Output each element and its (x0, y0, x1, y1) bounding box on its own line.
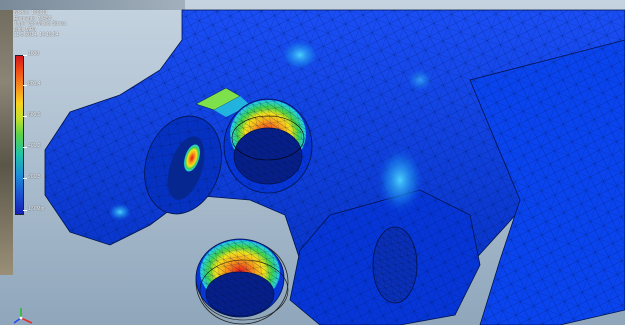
legend-label-2: 600,9 (28, 112, 41, 118)
result-unit: Unit: MPa (14, 26, 36, 33)
background-photo-strip (0, 0, 13, 275)
legend-max-label: 1000 (28, 51, 40, 57)
top-toolbar-strip (0, 0, 185, 10)
result-type: Type: Von Mises Stress (14, 21, 67, 28)
legend-min-label: 1,9 Min (28, 206, 45, 212)
legend-label-3: 401,2 (28, 143, 41, 149)
stress-color-legend[interactable]: 1000 800,4 600,9 401,2 201,5 1,9 Min (14, 51, 54, 218)
legend-color-bar (15, 55, 24, 215)
result-info-block: Nodes: 129011 Elements: 73452 Type: Von … (14, 10, 67, 39)
upper-pin-ring-hotspot (223, 98, 313, 194)
result-timestamp: 11-5-2014, 14:16:54 (14, 32, 59, 39)
legend-label-1: 800,4 (28, 81, 41, 87)
nodes-count: Nodes: 129011 (14, 10, 48, 16)
legend-label-4: 201,5 (28, 174, 41, 180)
xyz-axis-triad-icon[interactable] (12, 306, 36, 325)
lower-pin-ring-hotspot (195, 238, 289, 325)
elements-count: Elements: 73452 (14, 15, 52, 22)
